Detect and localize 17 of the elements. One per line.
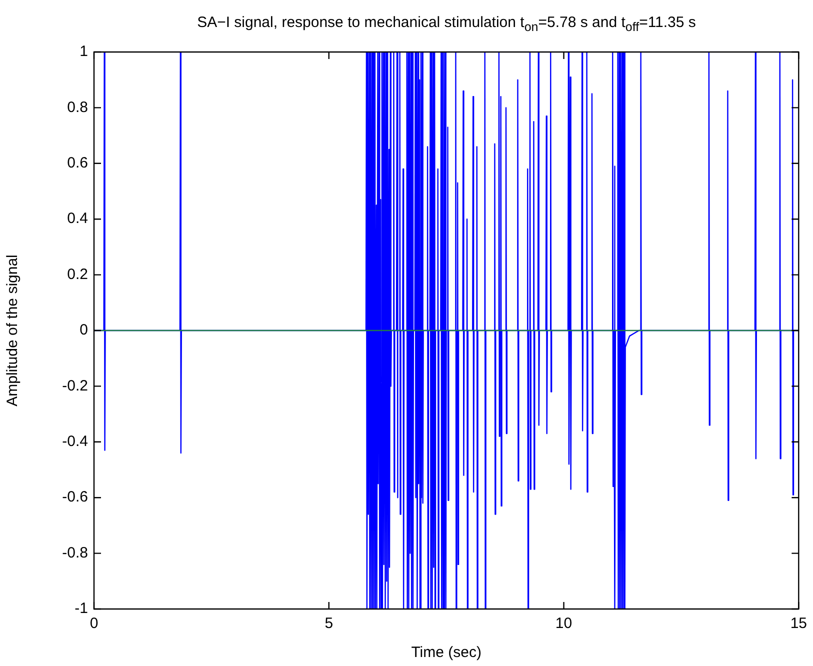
chart-title: SA−I signal, response to mechanical stimulation t$_{on}$=5.78 s and t$_{off}$=11.35 s bbox=[196, 14, 697, 34]
y-tick-label: 0.4 bbox=[67, 210, 88, 228]
y-tick-label: 1 bbox=[80, 43, 88, 60]
x-axis-title: Time (sec) bbox=[411, 644, 482, 662]
y-tick-label: 0 bbox=[80, 322, 88, 339]
y-tick-label: 0.2 bbox=[67, 266, 88, 283]
y-tick-label: -1 bbox=[74, 600, 88, 618]
y-tick-label: -0.6 bbox=[62, 488, 88, 506]
x-tick-label: 10 bbox=[555, 615, 572, 632]
y-tick-label: -0.2 bbox=[62, 377, 88, 394]
x-tick-label: 5 bbox=[324, 615, 334, 632]
y-tick-label: 0.8 bbox=[67, 98, 88, 116]
y-tick-label: -0.8 bbox=[62, 544, 88, 562]
y-tick-label: -0.4 bbox=[62, 433, 88, 450]
y-tick-label: 0.6 bbox=[67, 154, 88, 172]
y-axis-title: Amplitude of the signal bbox=[4, 254, 22, 406]
x-tick-label: 15 bbox=[790, 615, 807, 632]
